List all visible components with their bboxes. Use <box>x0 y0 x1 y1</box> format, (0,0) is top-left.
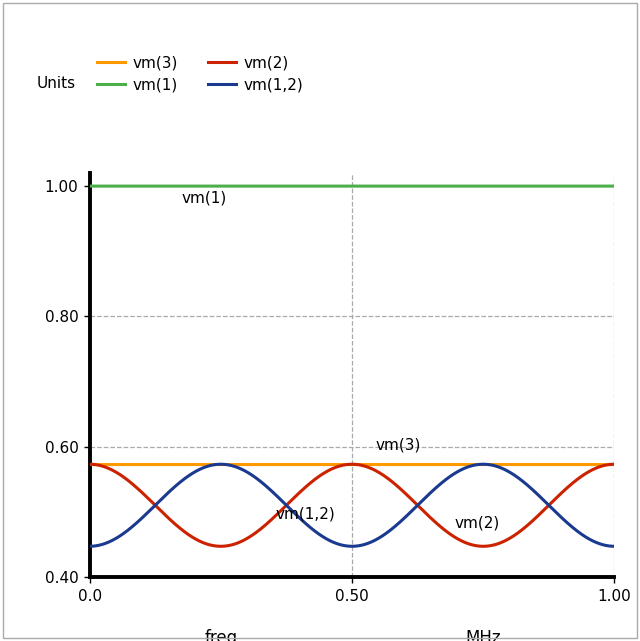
Text: freq: freq <box>204 629 237 641</box>
Legend: vm(3), vm(1), vm(2), vm(1,2): vm(3), vm(1), vm(2), vm(1,2) <box>97 55 303 93</box>
Text: vm(1): vm(1) <box>182 190 227 205</box>
Text: vm(2): vm(2) <box>454 515 500 530</box>
Text: vm(3): vm(3) <box>376 437 421 452</box>
Text: MHz: MHz <box>465 629 501 641</box>
Text: vm(1,2): vm(1,2) <box>276 506 335 521</box>
Text: Units: Units <box>37 76 76 91</box>
